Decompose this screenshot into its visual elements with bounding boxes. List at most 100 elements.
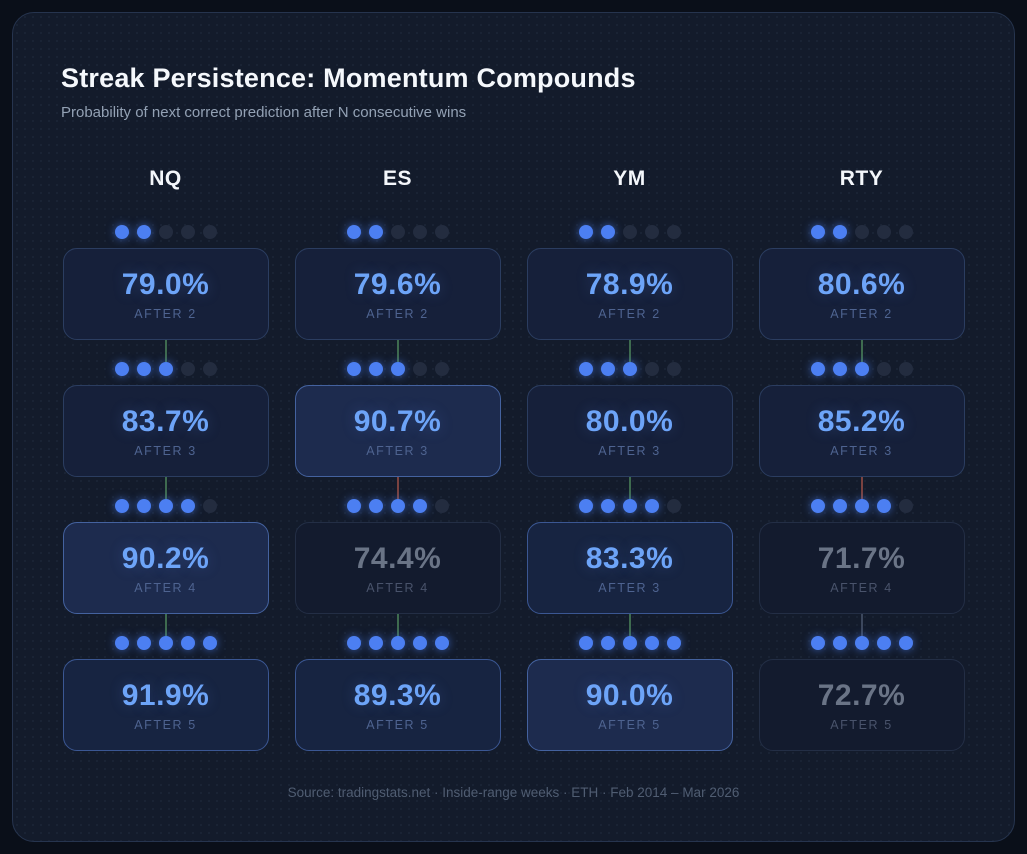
prob-card: 90.0% AFTER 5 [526,659,733,751]
streak-dot [578,225,593,239]
streak-dot [180,225,195,239]
streak-dot [600,362,615,376]
streak-dot [898,362,913,376]
prob-card: 79.0% AFTER 2 [62,248,269,340]
after-label: AFTER 5 [134,717,197,732]
streak-dot [898,499,913,513]
streak-dot [390,225,405,239]
probability-value: 85.2% [817,404,906,438]
streak-dots [810,225,913,239]
streak-dot [578,499,593,513]
streak-dot [810,636,825,650]
streak-dot [434,225,449,239]
streak-dots [114,362,217,376]
streak-dots [346,225,449,239]
probability-value: 89.3% [353,678,442,712]
column-header-es: ES [382,167,412,190]
streak-dot [390,499,405,513]
streak-dots [578,362,681,376]
streak-dot [666,362,681,376]
prob-card: 90.2% AFTER 4 [62,522,269,614]
after-label: AFTER 3 [134,443,197,458]
connector-line [759,614,965,636]
prob-card: 90.7% AFTER 3 [294,385,501,477]
column-header-nq: NQ [149,167,182,190]
prob-card: 83.7% AFTER 3 [62,385,269,477]
streak-dot [622,225,637,239]
after-label: AFTER 4 [134,580,197,595]
probability-value: 71.7% [817,541,906,575]
streak-dot [136,225,151,239]
after-label: AFTER 2 [830,306,893,321]
connector-line [759,477,965,499]
streak-dot [644,636,659,650]
after-label: AFTER 3 [366,443,429,458]
after-label: AFTER 5 [830,717,893,732]
streak-dot [622,636,637,650]
streak-dot [158,362,173,376]
streak-dot [810,499,825,513]
after-label: AFTER 2 [134,306,197,321]
streak-dot [180,636,195,650]
streak-dot [114,362,129,376]
streak-dots [114,636,217,650]
streak-dot [180,362,195,376]
prob-card: 80.6% AFTER 2 [758,248,965,340]
streak-dot [158,636,173,650]
streak-dot [368,225,383,239]
streak-dots [810,636,913,650]
prob-card: 79.6% AFTER 2 [294,248,501,340]
streak-dots [114,225,217,239]
streak-dot [136,499,151,513]
streak-dot [600,225,615,239]
streak-dot [644,499,659,513]
probability-value: 79.0% [121,267,210,301]
connector-line [527,340,733,362]
streak-dots [578,225,681,239]
probability-value: 80.6% [817,267,906,301]
streak-dots [578,499,681,513]
streak-dot [832,225,847,239]
page-title: Streak Persistence: Momentum Compounds [61,63,636,93]
connector-line [527,614,733,636]
streak-dot [832,362,847,376]
after-label: AFTER 3 [598,580,661,595]
streak-dot [368,362,383,376]
page-subtitle: Probability of next correct prediction a… [61,104,467,121]
streak-dot [390,362,405,376]
streak-dot [412,636,427,650]
streak-dot [412,499,427,513]
connector-line [63,614,269,636]
streak-dot [346,499,361,513]
streak-dot [854,499,869,513]
streak-dot [666,499,681,513]
prob-card: 74.4% AFTER 4 [294,522,501,614]
streak-dots [810,499,913,513]
streak-dot [622,499,637,513]
streak-dot [578,636,593,650]
streak-dot [854,225,869,239]
streak-dot [600,499,615,513]
after-label: AFTER 3 [598,443,661,458]
connector-line [527,477,733,499]
streak-dot [136,636,151,650]
streak-dot [898,636,913,650]
after-label: AFTER 3 [830,443,893,458]
streak-dot [810,225,825,239]
probability-value: 90.7% [353,404,442,438]
streak-dot [202,225,217,239]
connector-line [63,477,269,499]
prob-card: 78.9% AFTER 2 [526,248,733,340]
streak-dots [578,636,681,650]
streak-dot [346,636,361,650]
after-label: AFTER 2 [366,306,429,321]
connector-line [295,340,501,362]
streak-dot [202,362,217,376]
streak-dot [412,225,427,239]
streak-dot [180,499,195,513]
streak-dot [644,225,659,239]
probability-value: 80.0% [585,404,674,438]
streak-dot [434,499,449,513]
prob-card: 83.3% AFTER 3 [526,522,733,614]
probability-value: 91.9% [121,678,210,712]
